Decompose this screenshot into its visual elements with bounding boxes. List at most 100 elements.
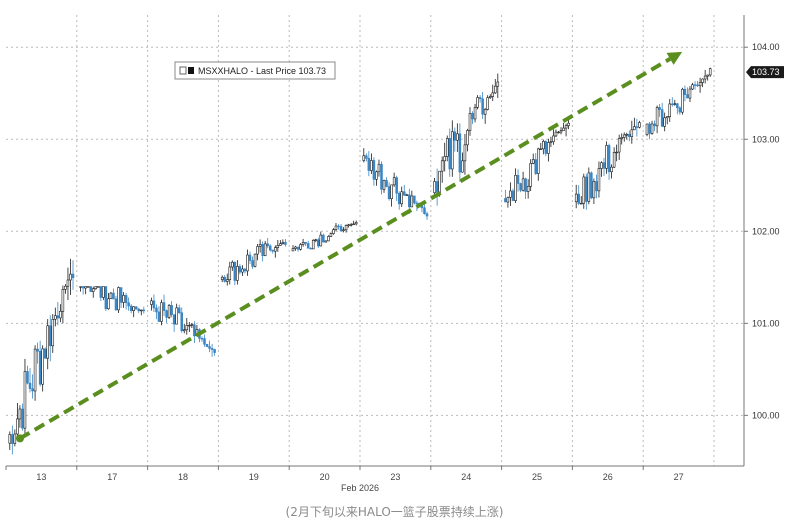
- candle-body: [600, 162, 603, 169]
- candle-body: [506, 196, 510, 203]
- candle-body: [494, 85, 497, 94]
- candle-body: [109, 292, 113, 300]
- candle-body: [458, 133, 462, 173]
- chart-caption: (2月下旬以来HALO一篮子股票持续上涨): [285, 505, 504, 519]
- candle-body: [562, 127, 565, 131]
- candle-body: [134, 306, 138, 310]
- candle-body: [587, 172, 591, 202]
- candle-body: [521, 178, 525, 191]
- candle-body: [223, 276, 226, 282]
- legend: MSXXHALO - Last Price 103.73: [174, 61, 336, 80]
- candle-body: [251, 260, 254, 267]
- candle-body: [155, 307, 158, 313]
- candle-body: [440, 160, 444, 172]
- candle-body: [433, 181, 436, 193]
- candle-body: [114, 298, 118, 311]
- candle-body: [36, 348, 39, 352]
- candle-body: [461, 160, 464, 173]
- y-tick-label: 104.00: [752, 42, 780, 52]
- y-tick-label: 103.00: [752, 134, 780, 144]
- candle-body: [26, 371, 29, 384]
- candle-body: [43, 348, 47, 359]
- candle-body: [491, 92, 495, 97]
- candle-body: [306, 243, 310, 249]
- trend-arrowhead: [666, 51, 683, 65]
- candle-body: [622, 134, 626, 138]
- legend-swatch-outline-icon: [179, 66, 187, 75]
- candle-body: [686, 94, 689, 99]
- candle-body: [648, 123, 651, 134]
- x-tick-label: 18: [178, 472, 188, 482]
- candle-body: [663, 117, 666, 127]
- candle-body: [142, 309, 146, 312]
- candle-body: [585, 176, 588, 202]
- candle-body: [483, 109, 487, 115]
- candle-body: [314, 239, 318, 241]
- candle-body: [678, 107, 682, 113]
- candle-body: [671, 103, 674, 106]
- candle-body: [544, 141, 548, 154]
- legend-box: [174, 61, 336, 80]
- candle-body: [382, 180, 386, 190]
- candle-body: [339, 226, 343, 231]
- candle-body: [635, 126, 639, 128]
- candle-body: [372, 160, 376, 180]
- candle-body: [466, 130, 469, 146]
- candle-body: [423, 207, 426, 215]
- candle-body: [61, 289, 65, 312]
- candle-body: [676, 103, 679, 109]
- candle-body: [279, 243, 282, 246]
- candle-body: [11, 434, 14, 444]
- candle-body: [311, 240, 315, 250]
- candle-body: [481, 98, 484, 115]
- candle-body: [413, 195, 416, 204]
- candle-body: [104, 286, 108, 310]
- candle-body: [354, 222, 358, 225]
- candle-body: [620, 137, 623, 139]
- candle-body: [567, 122, 570, 126]
- candle-body: [33, 348, 37, 392]
- candle-body: [539, 148, 543, 150]
- candle-layer: [8, 67, 712, 455]
- candle-body: [375, 171, 378, 180]
- candle-body: [633, 126, 636, 131]
- candle-body: [435, 181, 439, 193]
- x-tick-label: 27: [674, 472, 684, 482]
- candle-body: [263, 243, 267, 256]
- candle-body: [590, 172, 593, 199]
- candle-body: [344, 225, 348, 231]
- candle-body: [453, 131, 457, 141]
- candle-body: [281, 242, 285, 245]
- x-tick-label: 17: [107, 472, 117, 482]
- candle-body: [514, 174, 517, 201]
- candle-body: [99, 286, 103, 298]
- candle-body: [329, 233, 333, 237]
- x-tick-label: 13: [36, 472, 46, 482]
- candle-body: [31, 388, 34, 392]
- candle-body: [552, 135, 555, 142]
- candle-body: [188, 324, 191, 327]
- trend-layer: [16, 51, 683, 443]
- candle-body: [18, 408, 22, 420]
- candle-body: [86, 286, 90, 288]
- candle-body: [233, 261, 237, 281]
- candle-body: [362, 155, 366, 161]
- candle-body: [268, 245, 272, 251]
- candle-body: [425, 213, 429, 217]
- candle-body: [531, 159, 535, 164]
- candle-body: [559, 130, 563, 133]
- candle-body: [117, 287, 120, 311]
- candle-body: [274, 247, 277, 252]
- x-tick-label: 26: [603, 472, 613, 482]
- candle-body: [630, 129, 634, 137]
- candle-body: [266, 243, 269, 247]
- x-tick-label: 24: [461, 472, 471, 482]
- candle-body: [395, 177, 398, 194]
- candle-body: [392, 177, 396, 186]
- candle-body: [524, 178, 527, 192]
- candle-body: [509, 190, 512, 198]
- y-tick-label: 102.00: [752, 226, 780, 236]
- candle-body: [607, 145, 611, 173]
- legend-swatch-icon: [188, 67, 194, 74]
